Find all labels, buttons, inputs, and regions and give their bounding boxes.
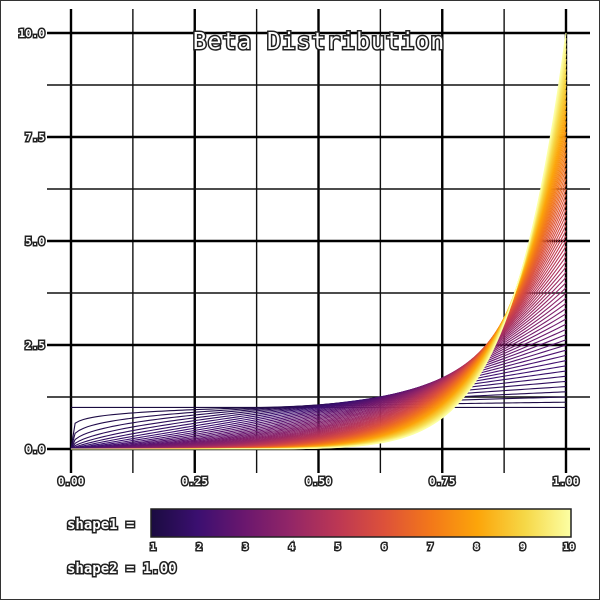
x-tick-label: 0.25 bbox=[182, 475, 209, 488]
x-tick-label: 0.75 bbox=[429, 475, 456, 488]
series-lines bbox=[70, 32, 567, 450]
colorbar-tick-label: 4 bbox=[289, 542, 295, 553]
series-line-shape1-1.75 bbox=[70, 375, 567, 450]
colorbar-tick-label: 7 bbox=[427, 542, 433, 553]
series-line-shape1-10.00 bbox=[71, 32, 567, 450]
y-tick-label: 10.0 bbox=[19, 27, 46, 40]
y-tick-label: 2.5 bbox=[25, 339, 45, 352]
colorbar-tick-label: 3 bbox=[242, 542, 248, 553]
y-tick-label: 5.0 bbox=[25, 235, 45, 248]
chart-title: Beta Distribution bbox=[193, 29, 445, 55]
colorbar-tick-label: 6 bbox=[381, 542, 387, 553]
series-line-shape1-2.38 bbox=[70, 349, 567, 450]
x-tick-label: 0.50 bbox=[305, 475, 332, 488]
axis-ticks: 0.00 0.25 0.50 0.75 1.00 0.0 2.5 5.0 7.5 10.0 bbox=[17, 26, 581, 490]
series-line-shape1-1.88 bbox=[70, 370, 567, 450]
colorbar-tick-label: 5 bbox=[335, 542, 341, 553]
colorbar-ticks: 1 2 3 4 5 6 7 8 9 10 bbox=[148, 541, 576, 555]
colorbar bbox=[150, 508, 572, 538]
y-tick-label: 7.5 bbox=[25, 131, 45, 144]
colorbar-legend: shape1 = 1 2 3 4 5 6 7 8 9 10 shape2 = 1.00 bbox=[66, 508, 577, 579]
colorbar-tick-label: 9 bbox=[520, 542, 526, 553]
y-tick-label: 0.0 bbox=[25, 443, 45, 456]
series-line-shape1-2.00 bbox=[70, 365, 567, 450]
colorbar-tick-label: 10 bbox=[563, 542, 575, 553]
series-line-shape1-2.13 bbox=[70, 360, 567, 450]
series-line-shape1-2.25 bbox=[70, 354, 567, 450]
x-tick-label: 0.00 bbox=[58, 475, 85, 488]
grid bbox=[47, 9, 590, 473]
colorbar-tick-label: 2 bbox=[196, 542, 202, 553]
shape2-value: shape2 = 1.00 bbox=[67, 561, 177, 577]
x-tick-label: 1.00 bbox=[553, 475, 580, 488]
series-line-shape1-2.50 bbox=[70, 344, 567, 450]
colorbar-tick-label: 8 bbox=[474, 542, 480, 553]
colorbar-tick-label: 1 bbox=[150, 542, 156, 553]
shape1-label: shape1 = bbox=[67, 517, 134, 533]
